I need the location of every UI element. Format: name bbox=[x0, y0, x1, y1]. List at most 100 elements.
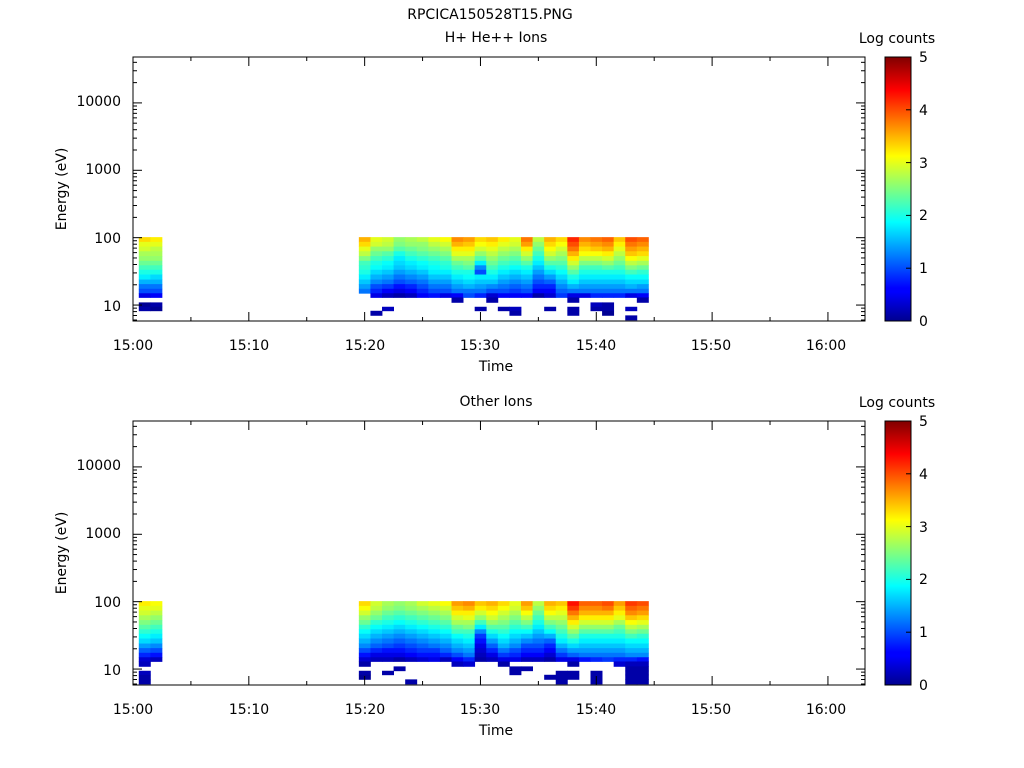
heatmap-cell bbox=[555, 246, 568, 252]
heatmap-cell bbox=[358, 265, 371, 271]
heatmap-cell bbox=[486, 256, 499, 262]
heatmap-cell bbox=[590, 293, 603, 298]
panel-other-ions: Other Ions 15:00 15:10 15:20 15:30 15:40… bbox=[54, 394, 935, 739]
heatmap-cell bbox=[486, 274, 499, 280]
heatmap-cell bbox=[590, 279, 603, 285]
heatmap-cell bbox=[509, 269, 522, 275]
heatmap-cell bbox=[521, 605, 533, 611]
heatmap-cell bbox=[625, 610, 638, 616]
heatmap-cell bbox=[613, 605, 626, 611]
heatmap-cell bbox=[486, 288, 499, 294]
heatmap-cell bbox=[636, 251, 649, 257]
heatmap-cell bbox=[578, 274, 591, 280]
x-tick-label: 15:10 bbox=[229, 338, 269, 354]
heatmap-cell bbox=[439, 256, 452, 262]
heatmap-cell bbox=[625, 241, 638, 247]
heatmap-cell bbox=[555, 674, 568, 680]
heatmap-cell bbox=[428, 265, 441, 271]
heatmap-cell bbox=[497, 605, 510, 611]
heatmap-cell bbox=[544, 610, 557, 616]
heatmap-cell bbox=[578, 237, 591, 243]
heatmap-cell bbox=[138, 657, 151, 662]
heatmap-cell bbox=[590, 237, 603, 243]
heatmap-cell bbox=[451, 643, 464, 649]
heatmap-cell bbox=[370, 624, 383, 630]
heatmap-cell bbox=[509, 601, 522, 607]
heatmap-cell bbox=[532, 279, 545, 285]
heatmap-cell bbox=[138, 288, 151, 294]
colorbar-ticks bbox=[906, 420, 911, 686]
heatmap-cell bbox=[509, 288, 522, 294]
heatmap-cell bbox=[521, 274, 533, 280]
heatmap-cell bbox=[625, 306, 638, 312]
heatmap-cell bbox=[532, 269, 545, 275]
heatmap-cell bbox=[613, 638, 626, 644]
heatmap-cell bbox=[416, 629, 429, 635]
heatmap-cell bbox=[393, 288, 406, 294]
heatmap-cell bbox=[393, 633, 406, 639]
heatmap-cell bbox=[567, 306, 580, 312]
heatmap-cell bbox=[428, 293, 441, 298]
heatmap-cell bbox=[497, 246, 510, 252]
heatmap-cell bbox=[358, 629, 371, 635]
heatmap-cell bbox=[370, 633, 383, 639]
x-tick-labels: 15:00 15:10 15:20 15:30 15:40 15:50 16:0… bbox=[113, 702, 846, 718]
heatmap-cell bbox=[521, 633, 533, 639]
heatmap-cell bbox=[625, 666, 638, 672]
heatmap-cell bbox=[405, 284, 418, 290]
heatmap-cell bbox=[590, 260, 603, 266]
heatmap-cell bbox=[613, 624, 626, 630]
heatmap-cell bbox=[497, 241, 510, 247]
heatmap-cell bbox=[625, 605, 638, 611]
heatmap-cell bbox=[613, 237, 626, 243]
x-tick-labels: 15:00 15:10 15:20 15:30 15:40 15:50 16:0… bbox=[113, 338, 846, 354]
heatmap-cell bbox=[150, 633, 163, 639]
heatmap-cell bbox=[393, 269, 406, 275]
heatmap-cell bbox=[578, 279, 591, 285]
heatmap-cell bbox=[358, 638, 371, 644]
heatmap-cell bbox=[555, 256, 568, 262]
colorbar-tick-label: 0 bbox=[919, 314, 928, 330]
panel-title: Other Ions bbox=[459, 394, 532, 410]
heatmap-cell bbox=[544, 657, 557, 662]
heatmap-cell bbox=[428, 610, 441, 616]
heatmap-cell bbox=[567, 601, 580, 607]
heatmap-cell bbox=[613, 241, 626, 247]
heatmap-cell bbox=[625, 256, 638, 262]
heatmap-cell bbox=[509, 284, 522, 290]
heatmap-cell bbox=[509, 615, 522, 621]
heatmap-cell bbox=[405, 629, 418, 635]
heatmap-cell bbox=[590, 284, 603, 290]
heatmap-cell bbox=[578, 601, 591, 607]
heatmap-cell bbox=[358, 605, 371, 611]
heatmap-cell bbox=[358, 624, 371, 630]
heatmap-cell bbox=[625, 638, 638, 644]
heatmap-cell bbox=[138, 624, 151, 630]
heatmap-cell bbox=[613, 288, 626, 294]
heatmap-cell bbox=[544, 638, 557, 644]
heatmap-cell bbox=[625, 629, 638, 635]
heatmap-cell bbox=[393, 256, 406, 262]
heatmap-cell bbox=[590, 256, 603, 262]
heatmap-cell bbox=[532, 624, 545, 630]
heatmap-cell bbox=[555, 648, 568, 654]
heatmap-cell bbox=[509, 274, 522, 280]
heatmap-cell bbox=[567, 624, 580, 630]
heatmap-cell bbox=[509, 237, 522, 243]
heatmap-cell bbox=[150, 638, 163, 644]
heatmap-cell bbox=[428, 615, 441, 621]
heatmap-cell bbox=[405, 648, 418, 654]
heatmap-cell bbox=[521, 265, 533, 271]
heatmap-cell bbox=[416, 643, 429, 649]
heatmap-cell bbox=[358, 237, 371, 243]
heatmap-cell bbox=[613, 284, 626, 290]
heatmap-cell bbox=[451, 256, 464, 262]
heatmap-cell bbox=[636, 265, 649, 271]
heatmap-cell bbox=[150, 648, 163, 654]
x-tick-label: 15:50 bbox=[691, 338, 731, 354]
heatmap-cell bbox=[486, 629, 499, 635]
heatmap-cell bbox=[636, 633, 649, 639]
heatmap-cell bbox=[370, 652, 383, 658]
heatmap-cell bbox=[393, 652, 406, 658]
heatmap-cell bbox=[521, 666, 533, 672]
